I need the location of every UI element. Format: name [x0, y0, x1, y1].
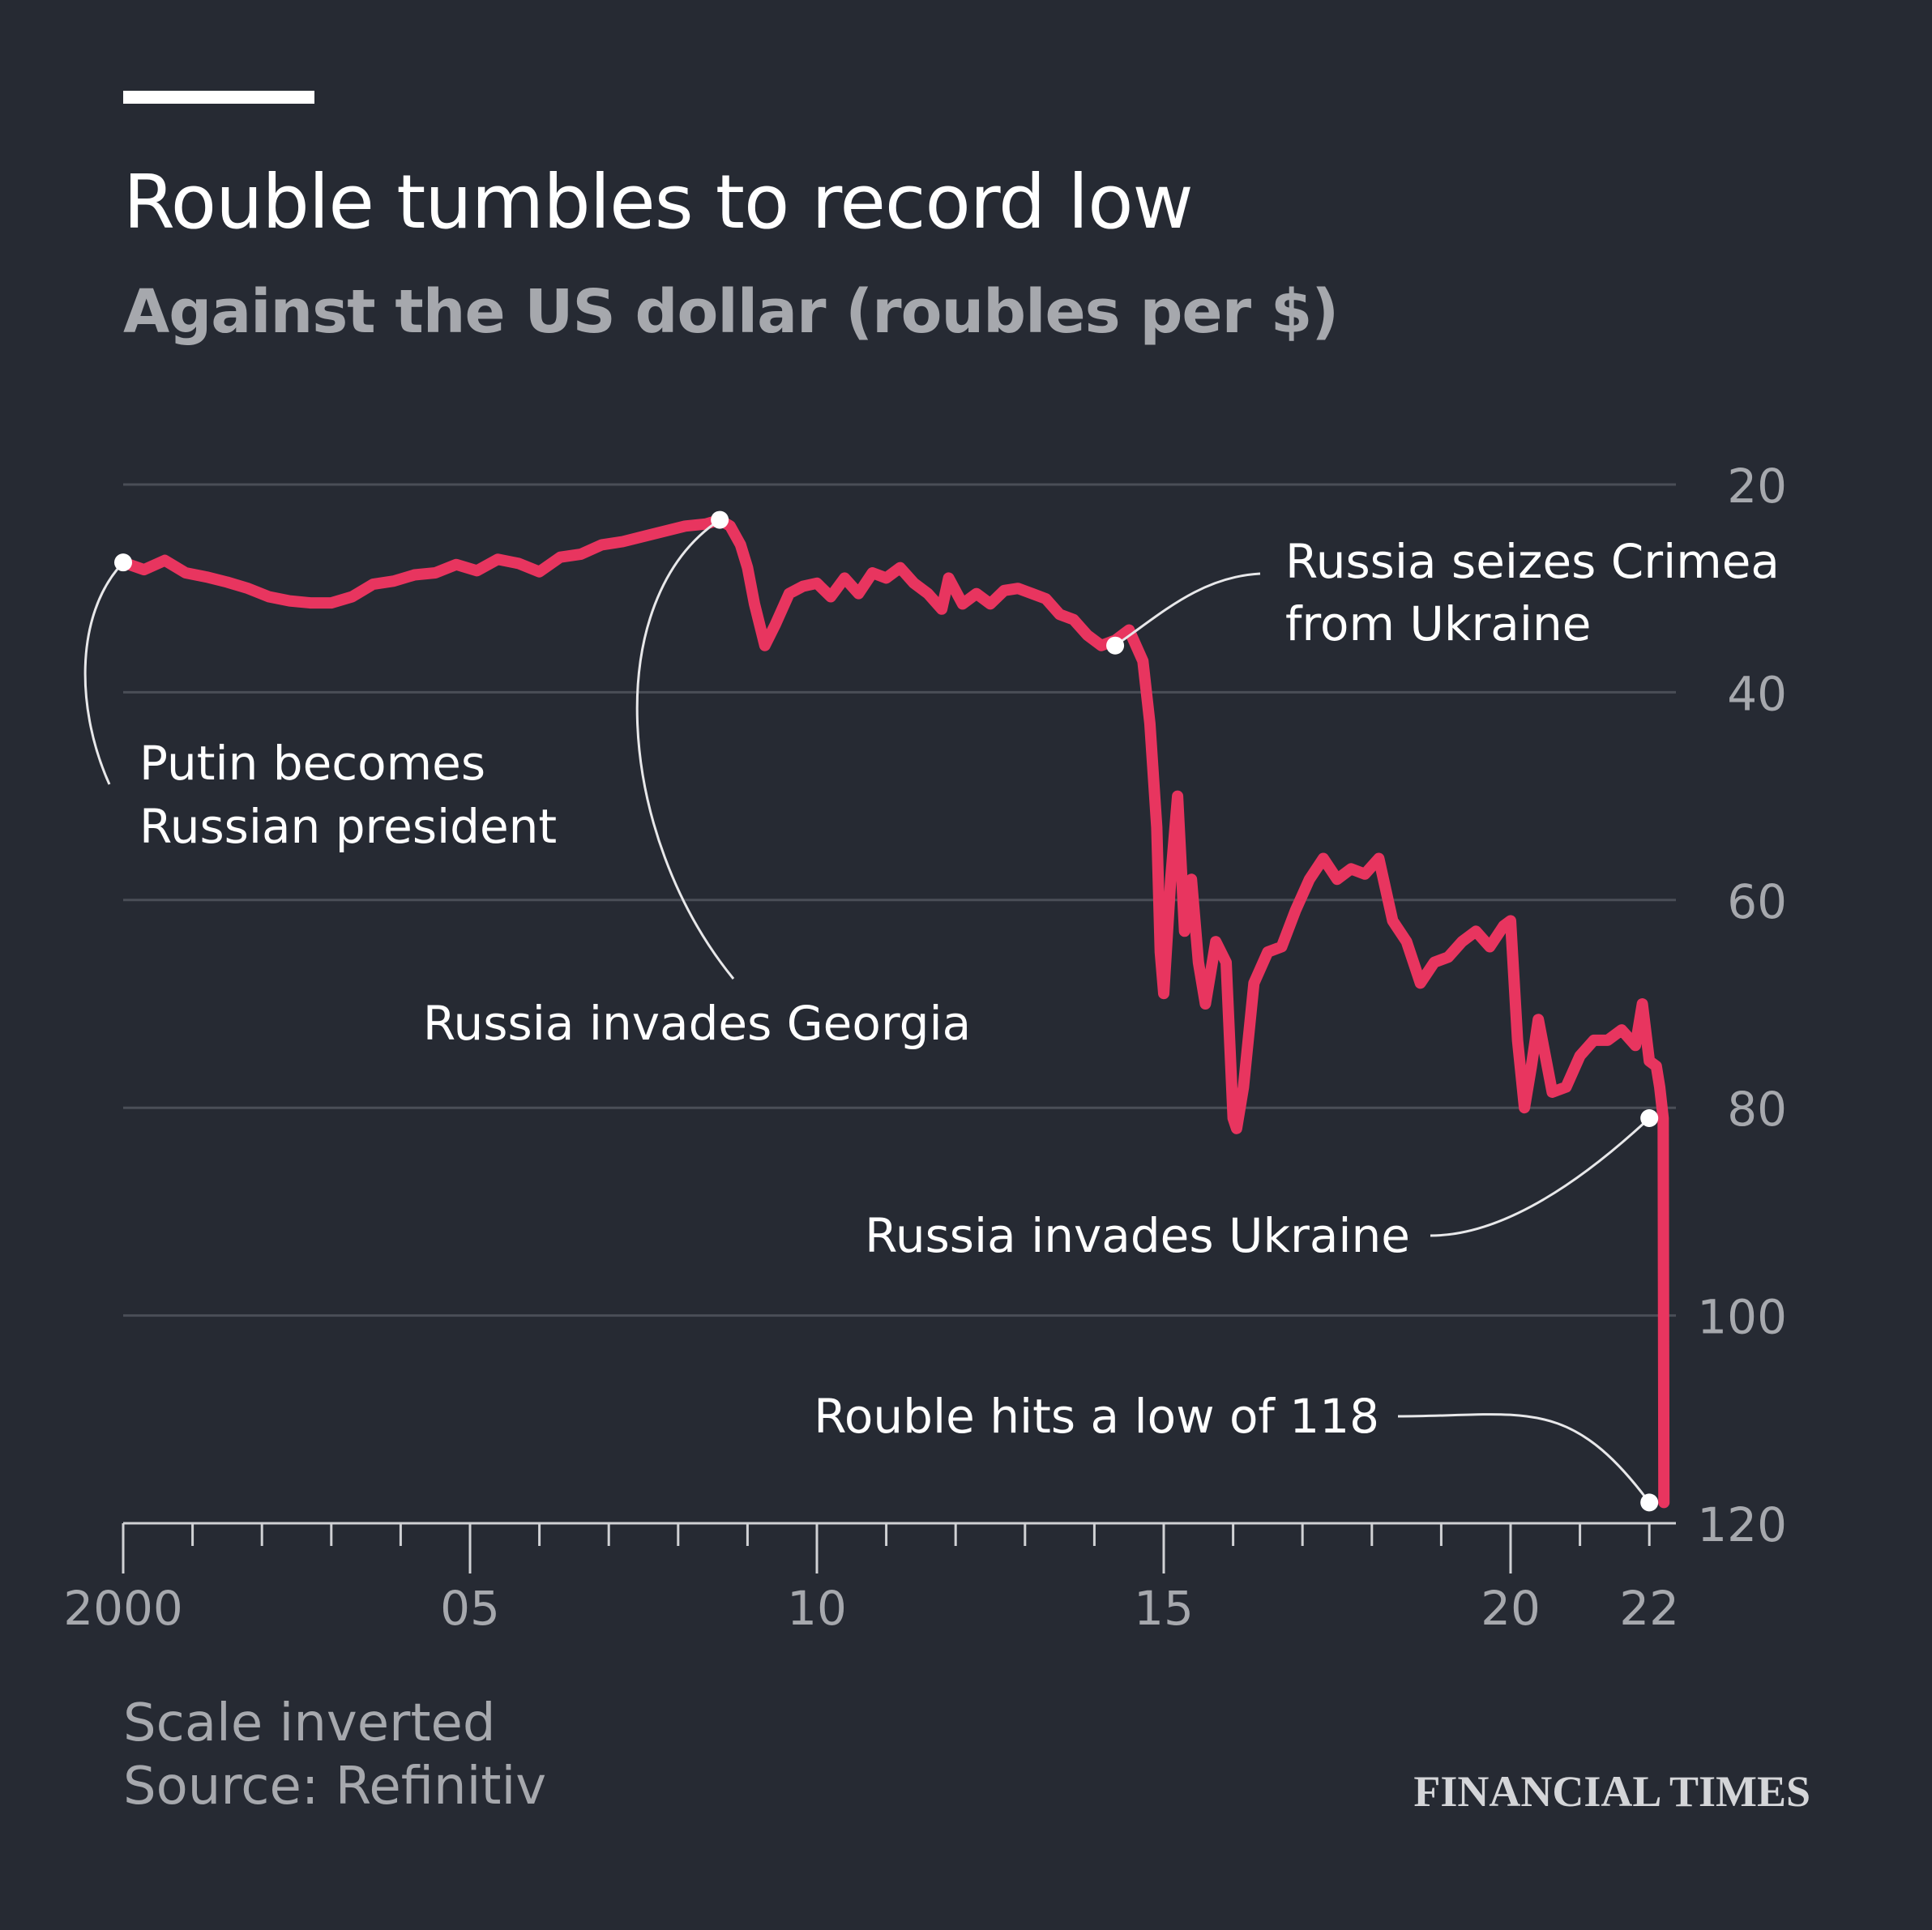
y-tick-label: 80	[1727, 1082, 1787, 1137]
annotation-label: Russian president	[139, 799, 557, 854]
annotation-marker	[711, 510, 729, 529]
annotation-label: Putin becomes	[139, 736, 485, 791]
x-tick-label: 05	[440, 1581, 500, 1636]
scale-note: Scale inverted	[123, 1693, 496, 1753]
y-tick-label: 40	[1727, 666, 1787, 721]
annotation-label: Russia seizes Crimea	[1285, 534, 1780, 589]
annotation-leader-line	[1397, 1413, 1651, 1504]
x-tick-label: 15	[1134, 1581, 1194, 1636]
brand-logo: FINANCIAL TIMES	[1413, 1767, 1810, 1816]
x-tick-label: 22	[1619, 1581, 1679, 1636]
chart-title: Rouble tumbles to record low	[123, 159, 1194, 246]
x-tick-label: 2000	[63, 1581, 183, 1636]
y-tick-label: 20	[1727, 459, 1787, 514]
annotation-leader-line	[83, 561, 125, 785]
annotation-label: Russia invades Georgia	[423, 996, 971, 1051]
chart-subtitle: Against the US dollar (roubles per $)	[123, 277, 1339, 347]
annotation-marker	[114, 553, 132, 572]
series-line	[118, 514, 1670, 1509]
annotation-leader-line	[635, 519, 735, 980]
annotation-marker	[1640, 1109, 1659, 1128]
accent-bar	[123, 91, 314, 104]
x-tick-label: 10	[787, 1581, 847, 1636]
y-tick-label: 60	[1727, 874, 1787, 929]
y-tick-label: 120	[1697, 1497, 1787, 1552]
annotation-label: from Ukraine	[1285, 596, 1591, 651]
annotation-leader-line	[1114, 572, 1261, 647]
annotation-marker	[1106, 636, 1125, 655]
annotation-label: Rouble hits a low of 118	[814, 1389, 1379, 1444]
annotation-marker	[1640, 1493, 1659, 1512]
y-tick-label: 100	[1697, 1290, 1787, 1345]
annotation-leader-line	[1430, 1117, 1651, 1237]
x-tick-label: 20	[1481, 1581, 1541, 1636]
annotation-label: Russia invades Ukraine	[865, 1208, 1410, 1263]
source-note: Source: Refinitiv	[123, 1757, 547, 1817]
